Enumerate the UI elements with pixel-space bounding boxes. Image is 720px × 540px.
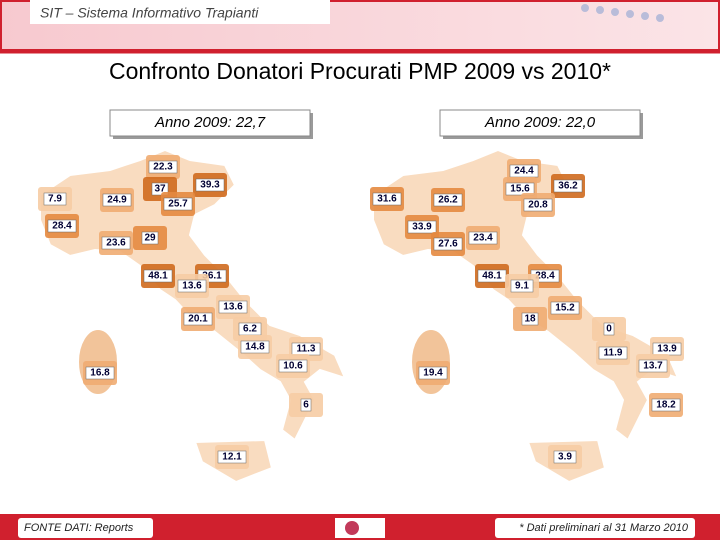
value-box xyxy=(148,160,178,174)
value-box xyxy=(278,359,308,373)
value-box xyxy=(163,197,193,211)
value-box xyxy=(603,322,615,336)
value-box xyxy=(598,346,628,360)
region-value: 28.4 xyxy=(52,221,72,232)
region-value: 23.4 xyxy=(473,233,493,244)
region-value: 3.9 xyxy=(558,452,572,463)
region-value: 18.2 xyxy=(656,400,676,411)
header-box xyxy=(30,0,330,24)
value-box xyxy=(553,179,583,193)
logo xyxy=(581,4,664,22)
region-value: 16.8 xyxy=(90,368,110,379)
region-value: 15.2 xyxy=(555,303,575,314)
value-box xyxy=(183,312,213,326)
value-box xyxy=(47,219,77,233)
region-value: 13.7 xyxy=(643,361,663,372)
value-box xyxy=(85,366,115,380)
value-box xyxy=(468,231,498,245)
region-value: 27.6 xyxy=(438,239,458,250)
region-value: 13.6 xyxy=(182,281,202,292)
region-value: 36.2 xyxy=(558,181,578,192)
map-label: Anno 2009: 22,7 xyxy=(154,114,266,131)
region-value: 26.2 xyxy=(438,195,458,206)
value-box xyxy=(521,312,539,326)
value-box xyxy=(407,220,437,234)
region-value: 24.9 xyxy=(107,195,127,206)
region-value: 36.1 xyxy=(202,271,222,282)
value-box xyxy=(195,178,225,192)
value-box xyxy=(218,300,248,314)
footer-box xyxy=(495,518,695,538)
label-box xyxy=(109,109,311,137)
region-value: 25.7 xyxy=(168,199,188,210)
region-value: 33.9 xyxy=(412,222,432,233)
region-value: 11.3 xyxy=(297,344,316,355)
value-box xyxy=(418,366,448,380)
region-value: 0 xyxy=(606,324,612,335)
region-value: 39.3 xyxy=(200,180,220,191)
title: Confronto Donatori Procurati PMP 2009 vs… xyxy=(109,58,611,84)
value-box xyxy=(300,398,312,412)
footer-note: * Dati preliminari al 31 Marzo 2010 xyxy=(519,522,689,534)
region-value: 11.9 xyxy=(604,348,623,359)
value-box xyxy=(651,398,681,412)
value-box xyxy=(505,182,535,196)
value-box xyxy=(523,198,553,212)
region-value: 14.8 xyxy=(245,342,265,353)
region-value: 13.6 xyxy=(223,302,243,313)
footer-source: FONTE DATI: Reports xyxy=(24,522,134,534)
map-label: Anno 2009: 22,0 xyxy=(484,114,596,131)
footer-logo xyxy=(335,518,385,538)
region-value: 22.3 xyxy=(153,162,173,173)
value-box xyxy=(102,193,132,207)
label-box xyxy=(439,109,641,137)
region-value: 20.1 xyxy=(188,314,208,325)
value-box xyxy=(433,193,463,207)
region-value: 23.6 xyxy=(106,238,126,249)
header-text: SIT – Sistema Informativo Trapianti xyxy=(40,5,259,21)
region-value: 6 xyxy=(303,400,309,411)
value-box xyxy=(143,269,173,283)
region-value: 48.1 xyxy=(148,271,168,282)
region-value: 10.6 xyxy=(283,361,303,372)
region-value: 12.1 xyxy=(222,452,242,463)
value-box xyxy=(240,340,270,354)
value-box xyxy=(43,192,67,206)
value-box xyxy=(217,450,247,464)
region-value: 48.1 xyxy=(482,271,502,282)
region-value: 28.4 xyxy=(535,271,555,282)
region-value: 31.6 xyxy=(377,194,397,205)
value-box xyxy=(101,236,131,250)
region-value: 24.4 xyxy=(514,166,534,177)
region-value: 19.4 xyxy=(423,368,443,379)
region-value: 20.8 xyxy=(528,200,548,211)
region-value: 37 xyxy=(154,184,166,195)
region-value: 29 xyxy=(144,233,156,244)
value-box xyxy=(433,237,463,251)
region-value: 9.1 xyxy=(515,281,529,292)
value-box xyxy=(141,231,159,245)
value-box xyxy=(638,359,668,373)
footer-logo-mark xyxy=(345,521,359,535)
value-box xyxy=(510,279,534,293)
footer-box xyxy=(18,518,153,538)
region-value: 18 xyxy=(524,314,536,325)
value-box xyxy=(553,450,577,464)
value-box xyxy=(372,192,402,206)
region-value: 6.2 xyxy=(243,324,257,335)
value-box xyxy=(550,301,580,315)
region-value: 7.9 xyxy=(48,194,62,205)
value-box xyxy=(177,279,207,293)
region-value: 15.6 xyxy=(510,184,530,195)
region-value: 13.9 xyxy=(657,344,677,355)
